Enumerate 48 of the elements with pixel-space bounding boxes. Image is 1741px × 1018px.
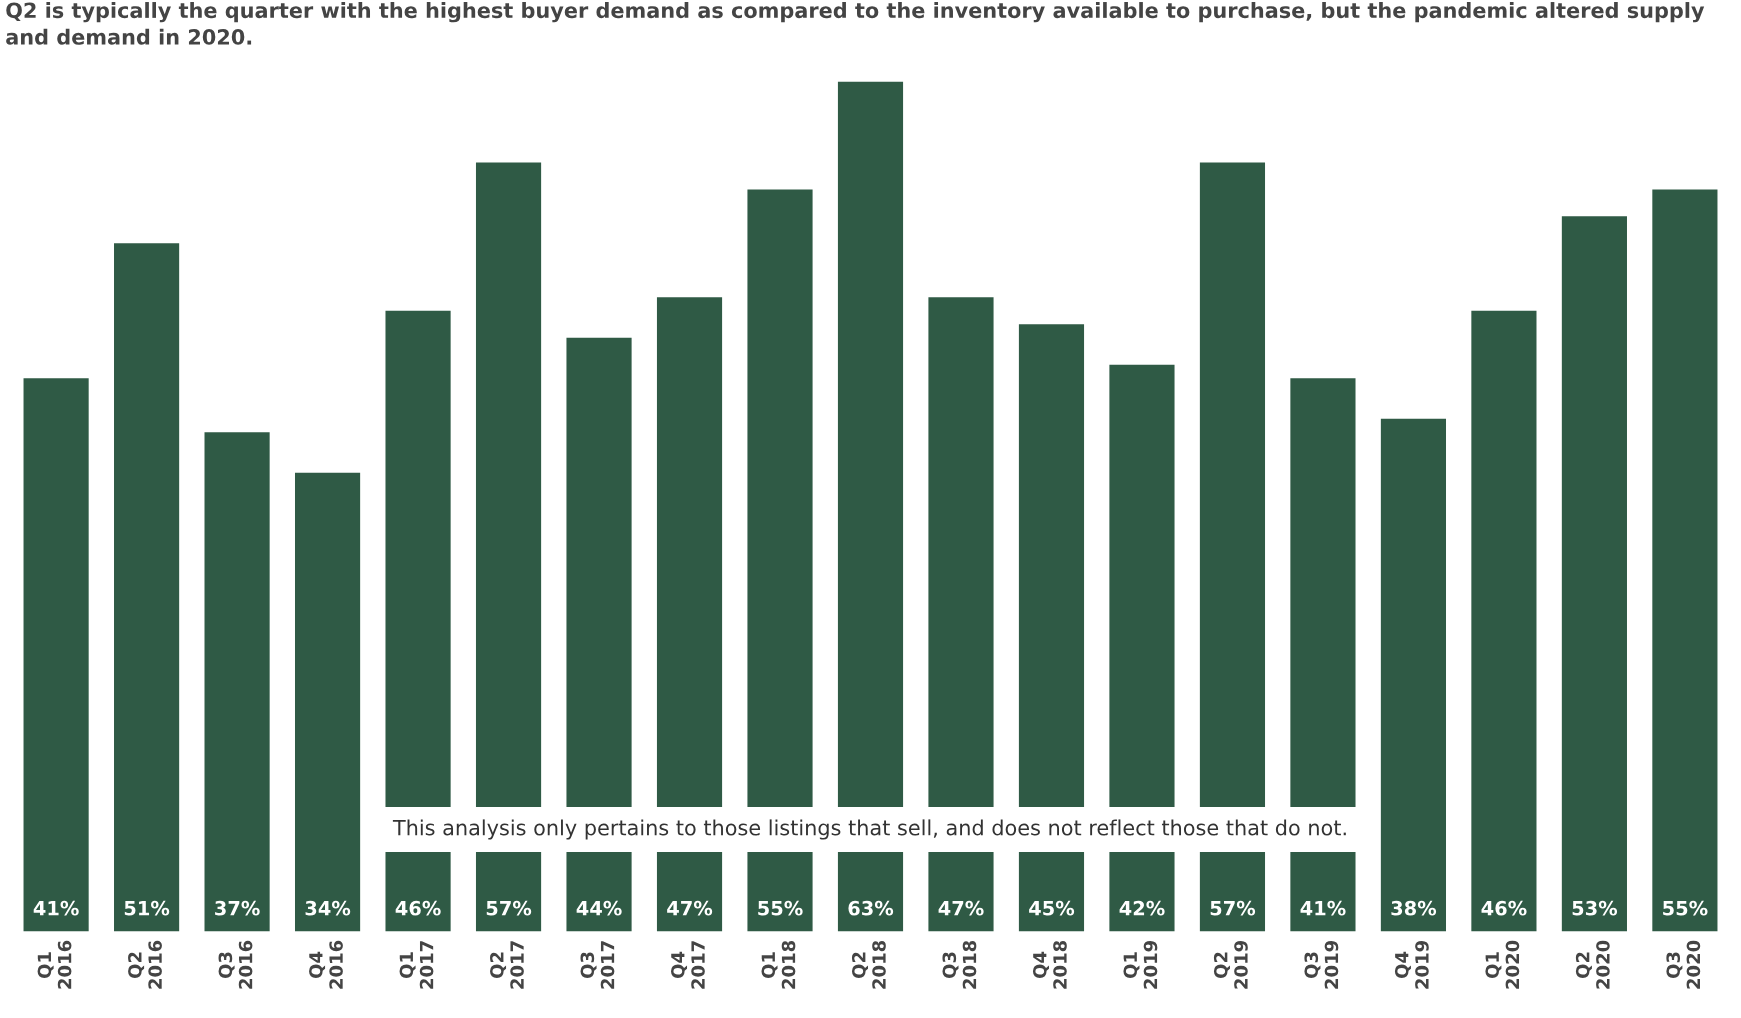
- data-label: 42%: [1119, 900, 1165, 916]
- x-tick-label: Q2 2017: [490, 941, 524, 989]
- x-tick-label: Q3 2016: [218, 940, 253, 989]
- data-label: 51%: [124, 900, 170, 916]
- x-tick-label: Q2 2020: [1575, 940, 1610, 989]
- x-tick-label: Q3 2019: [1304, 940, 1339, 989]
- x-tick-label: Q1 2018: [761, 940, 796, 989]
- data-label: 44%: [576, 900, 622, 916]
- annotation: This analysis only pertains to those listings that sell, and does not reflect those that do not.: [392, 819, 1346, 840]
- data-label: 37%: [215, 900, 260, 916]
- data-label: 47%: [667, 900, 713, 916]
- bar: [294, 472, 361, 932]
- data-label: 46%: [395, 900, 441, 916]
- bar: [114, 243, 180, 932]
- x-tick-label: Q3 2018: [942, 940, 977, 989]
- bar: [204, 432, 270, 932]
- x-tick-label: Q2 2016: [128, 940, 162, 989]
- text: Q2 is typically the quarter with the highest buyer demand as compared to the inventory available to purchase, but the pandemic altered supply and demand in 2020.: [6, 2, 1705, 45]
- x-tick-label: Q2 2019: [1213, 940, 1248, 989]
- data-label: 53%: [1572, 900, 1618, 916]
- bar: [1652, 189, 1718, 932]
- x-tick-label: Q4 2019: [1394, 940, 1429, 989]
- data-label: 46%: [1481, 900, 1527, 916]
- data-label: 41%: [1300, 900, 1346, 916]
- bar: [1380, 418, 1447, 932]
- x-tick-label: Q1 2019: [1123, 940, 1158, 989]
- data-label: 38%: [1391, 900, 1437, 916]
- data-label: 47%: [938, 900, 984, 916]
- bar: [1561, 216, 1627, 932]
- x-tick-label: Q4 2017: [671, 941, 705, 989]
- data-label: 41%: [33, 900, 79, 916]
- bar: [1471, 310, 1537, 932]
- data-label: 55%: [1663, 900, 1708, 916]
- data-label: 63%: [848, 900, 894, 916]
- x-tick-label: Q3 2020: [1666, 940, 1701, 989]
- x-tick-label: Q1 2020: [1485, 940, 1520, 989]
- data-label: 57%: [486, 900, 532, 916]
- x-tick-label: Q2 2018: [851, 940, 886, 989]
- data-label: 45%: [1029, 900, 1075, 916]
- x-tick-label: Q4 2016: [309, 940, 343, 989]
- data-label: 55%: [758, 900, 803, 916]
- data-label: 34%: [305, 900, 351, 916]
- x-tick-label: Q4 2018: [1032, 940, 1067, 989]
- data-label: 57%: [1210, 900, 1256, 916]
- x-tick-label: Q1 2017: [399, 941, 434, 989]
- bar: [23, 378, 89, 932]
- x-tick-label: Q1 2016: [37, 940, 72, 989]
- x-tick-label: Q3 2017: [580, 941, 615, 989]
